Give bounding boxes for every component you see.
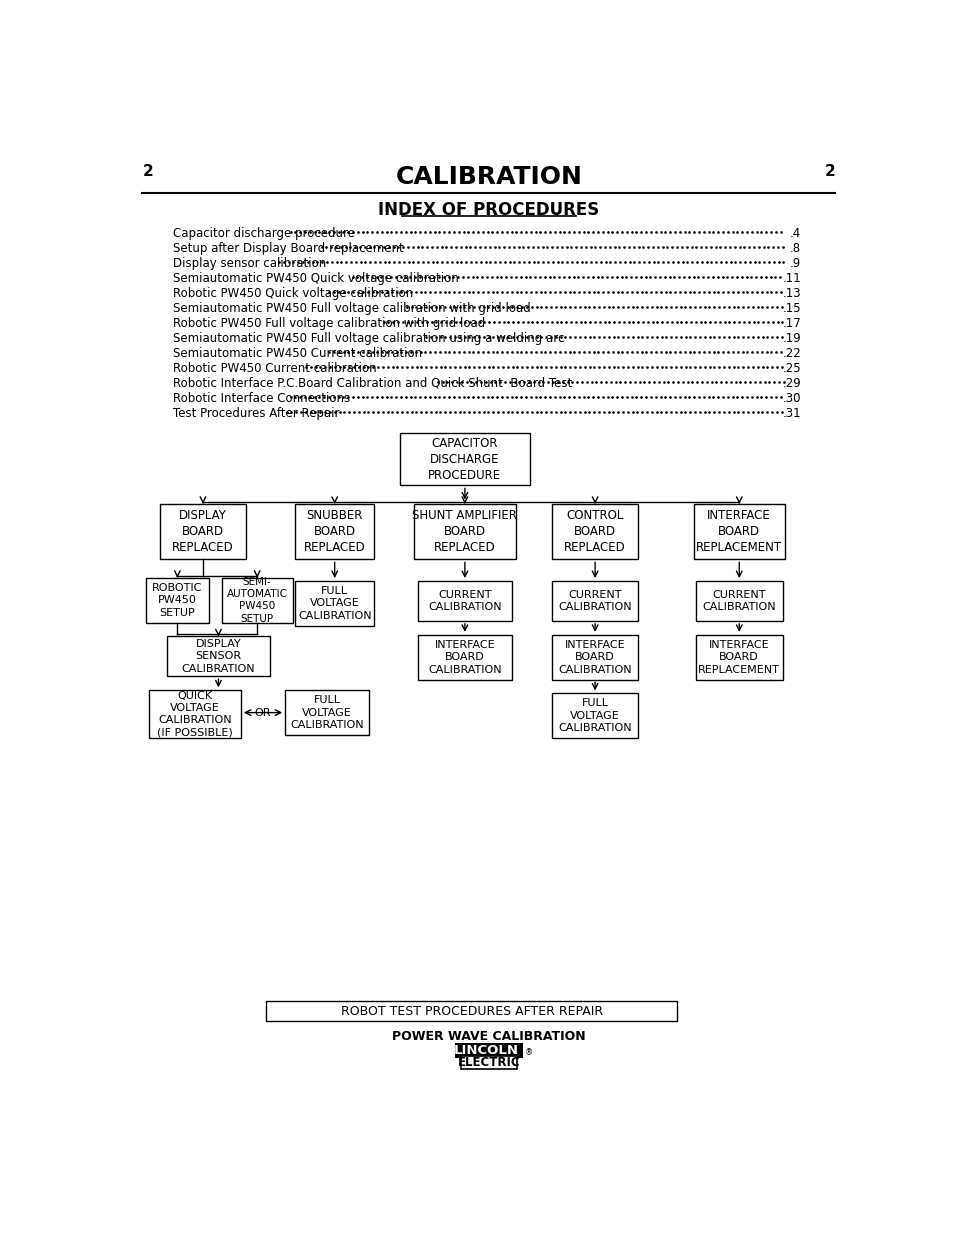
Text: .25: .25 <box>781 362 801 375</box>
Text: CALIBRATION: CALIBRATION <box>395 165 581 189</box>
FancyBboxPatch shape <box>695 580 781 621</box>
Text: Capacitor discharge procedure: Capacitor discharge procedure <box>173 227 355 240</box>
FancyBboxPatch shape <box>266 1002 677 1021</box>
Text: SEMI-
AUTOMATIC
PW450
SETUP: SEMI- AUTOMATIC PW450 SETUP <box>227 577 288 624</box>
FancyBboxPatch shape <box>551 635 638 679</box>
Text: CURRENT
CALIBRATION: CURRENT CALIBRATION <box>701 590 775 613</box>
Text: Robotic PW450 Quick voltage calibration: Robotic PW450 Quick voltage calibration <box>173 287 414 300</box>
Text: 2: 2 <box>823 163 835 179</box>
Text: .17: .17 <box>781 317 801 330</box>
Text: Semiautomatic PW450 Full voltage calibration using a welding arc: Semiautomatic PW450 Full voltage calibra… <box>173 332 564 345</box>
Text: Robotic PW450 Full voltage calibration with grid load: Robotic PW450 Full voltage calibration w… <box>173 317 485 330</box>
Text: QUICK
VOLTAGE
CALIBRATION
(IF POSSIBLE): QUICK VOLTAGE CALIBRATION (IF POSSIBLE) <box>157 690 233 737</box>
Text: Semiautomatic PW450 Current calibration: Semiautomatic PW450 Current calibration <box>173 347 422 359</box>
Text: OR: OR <box>254 708 271 718</box>
FancyBboxPatch shape <box>552 504 637 559</box>
Text: SNUBBER
BOARD
REPLACED: SNUBBER BOARD REPLACED <box>303 509 365 555</box>
Text: .31: .31 <box>781 406 801 420</box>
Text: .8: .8 <box>789 242 801 254</box>
FancyBboxPatch shape <box>695 635 781 679</box>
Text: FULL
VOLTAGE
CALIBRATION: FULL VOLTAGE CALIBRATION <box>290 695 363 730</box>
Text: .22: .22 <box>781 347 801 359</box>
Text: .4: .4 <box>789 227 801 240</box>
Text: ROBOT TEST PROCEDURES AFTER REPAIR: ROBOT TEST PROCEDURES AFTER REPAIR <box>340 1005 602 1018</box>
Text: CURRENT
CALIBRATION: CURRENT CALIBRATION <box>428 590 501 613</box>
FancyBboxPatch shape <box>399 433 530 485</box>
FancyBboxPatch shape <box>167 636 270 677</box>
FancyBboxPatch shape <box>159 504 246 559</box>
FancyBboxPatch shape <box>294 580 374 626</box>
Text: SHUNT AMPLIFIER
BOARD
REPLACED: SHUNT AMPLIFIER BOARD REPLACED <box>412 509 517 555</box>
Text: FULL
VOLTAGE
CALIBRATION: FULL VOLTAGE CALIBRATION <box>297 585 371 621</box>
FancyBboxPatch shape <box>414 504 516 559</box>
Text: .13: .13 <box>781 287 801 300</box>
FancyBboxPatch shape <box>460 1056 517 1070</box>
Text: Semiautomatic PW450 Full voltage calibration with grid load: Semiautomatic PW450 Full voltage calibra… <box>173 301 531 315</box>
Text: Display sensor calibration: Display sensor calibration <box>173 257 327 269</box>
FancyBboxPatch shape <box>150 690 241 739</box>
FancyBboxPatch shape <box>693 504 784 559</box>
Text: CONTROL
BOARD
REPLACED: CONTROL BOARD REPLACED <box>563 509 625 555</box>
Text: 2: 2 <box>142 163 153 179</box>
Text: ROBOTIC
PW450
SETUP: ROBOTIC PW450 SETUP <box>152 583 202 618</box>
Text: Test Procedures After Repair: Test Procedures After Repair <box>173 406 339 420</box>
Text: INTERFACE
BOARD
CALIBRATION: INTERFACE BOARD CALIBRATION <box>558 640 631 674</box>
Text: Robotic Interface P.C.Board Calibration and Quick Shunt  Board Test: Robotic Interface P.C.Board Calibration … <box>173 377 572 390</box>
FancyBboxPatch shape <box>285 690 369 735</box>
Text: DISPLAY
SENSOR
CALIBRATION: DISPLAY SENSOR CALIBRATION <box>181 638 255 674</box>
Text: CAPACITOR
DISCHARGE
PROCEDURE: CAPACITOR DISCHARGE PROCEDURE <box>428 437 501 482</box>
Text: CURRENT
CALIBRATION: CURRENT CALIBRATION <box>558 590 631 613</box>
FancyBboxPatch shape <box>146 578 209 622</box>
Text: .29: .29 <box>781 377 801 390</box>
Text: INTERFACE
BOARD
REPLACEMENT: INTERFACE BOARD REPLACEMENT <box>698 640 780 674</box>
Text: ELECTRIC: ELECTRIC <box>457 1056 519 1070</box>
Text: ®: ® <box>524 1049 533 1057</box>
FancyBboxPatch shape <box>551 580 638 621</box>
Text: POWER WAVE CALIBRATION: POWER WAVE CALIBRATION <box>392 1030 585 1042</box>
Text: Setup after Display Board replacement: Setup after Display Board replacement <box>173 242 404 254</box>
FancyBboxPatch shape <box>221 578 293 622</box>
Text: .19: .19 <box>781 332 801 345</box>
Text: LINCOLN: LINCOLN <box>454 1044 518 1057</box>
Text: .11: .11 <box>781 272 801 285</box>
Text: FULL
VOLTAGE
CALIBRATION: FULL VOLTAGE CALIBRATION <box>558 698 631 734</box>
FancyBboxPatch shape <box>294 504 374 559</box>
Text: INTERFACE
BOARD
CALIBRATION: INTERFACE BOARD CALIBRATION <box>428 640 501 674</box>
Text: INTERFACE
BOARD
REPLACEMENT: INTERFACE BOARD REPLACEMENT <box>696 509 781 555</box>
Text: Robotic Interface Connections: Robotic Interface Connections <box>173 391 351 405</box>
Text: Robotic PW450 Current calibration: Robotic PW450 Current calibration <box>173 362 376 375</box>
Text: DISPLAY
BOARD
REPLACED: DISPLAY BOARD REPLACED <box>172 509 233 555</box>
Text: .9: .9 <box>789 257 801 269</box>
FancyBboxPatch shape <box>417 580 512 621</box>
FancyBboxPatch shape <box>417 635 512 679</box>
Text: Semiautomatic PW450 Quick voltage calibration: Semiautomatic PW450 Quick voltage calibr… <box>173 272 458 285</box>
FancyBboxPatch shape <box>551 693 638 739</box>
Text: .15: .15 <box>781 301 801 315</box>
FancyBboxPatch shape <box>455 1042 522 1057</box>
Text: .30: .30 <box>781 391 801 405</box>
Text: INDEX OF PROCEDURES: INDEX OF PROCEDURES <box>378 200 598 219</box>
